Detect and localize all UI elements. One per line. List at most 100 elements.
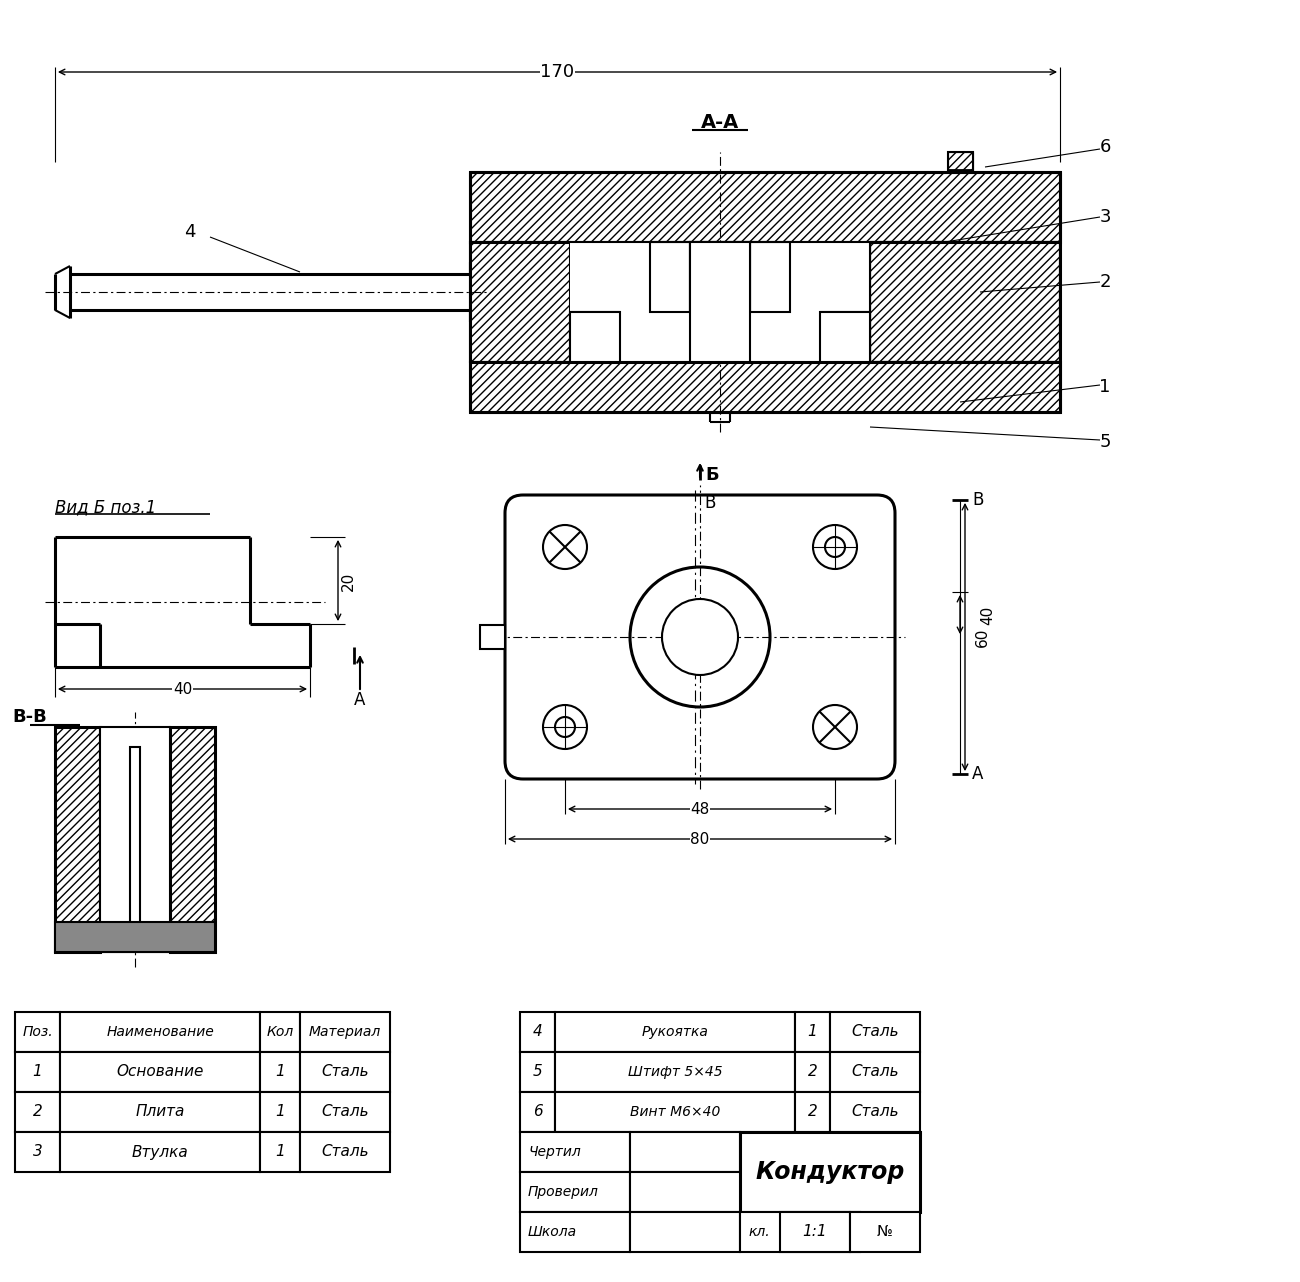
Text: 1: 1: [807, 1024, 818, 1040]
Text: А-А: А-А: [701, 113, 740, 132]
Text: Сталь: Сталь: [321, 1145, 369, 1159]
Text: 1: 1: [276, 1145, 285, 1159]
Text: Основание: Основание: [116, 1064, 204, 1079]
Text: 2: 2: [32, 1105, 43, 1119]
Bar: [870, 242, 1060, 362]
Text: Штифт 5×45: Штифт 5×45: [628, 1065, 723, 1079]
Text: 4: 4: [533, 1024, 542, 1040]
Bar: [829, 1092, 920, 1132]
Text: 40: 40: [173, 682, 192, 696]
Bar: [60, 1011, 260, 1053]
Text: 6: 6: [1100, 138, 1110, 156]
Circle shape: [812, 705, 857, 749]
Bar: [471, 362, 1060, 412]
Text: Сталь: Сталь: [852, 1064, 898, 1079]
Text: Сталь: Сталь: [852, 1024, 898, 1040]
Text: 6: 6: [533, 1105, 542, 1119]
Bar: [948, 153, 972, 172]
Bar: [796, 1053, 829, 1092]
Text: 1:1: 1:1: [802, 1224, 827, 1240]
Bar: [471, 172, 1060, 242]
Bar: [870, 242, 1060, 362]
Circle shape: [662, 599, 738, 676]
Bar: [300, 1011, 390, 1053]
Text: Плита: Плита: [135, 1105, 185, 1119]
Bar: [870, 242, 1060, 362]
Text: А: А: [972, 765, 984, 783]
Text: 1: 1: [276, 1105, 285, 1119]
Bar: [471, 172, 1060, 242]
Text: №: №: [878, 1224, 893, 1240]
Text: Чертил: Чертил: [528, 1145, 581, 1159]
Bar: [55, 727, 100, 953]
Bar: [555, 1092, 796, 1132]
Bar: [750, 242, 790, 312]
Text: 3: 3: [32, 1145, 43, 1159]
FancyBboxPatch shape: [504, 495, 894, 779]
Bar: [740, 1211, 861, 1253]
Bar: [300, 1132, 390, 1172]
Bar: [16, 1092, 60, 1132]
Bar: [55, 922, 214, 953]
Bar: [170, 727, 214, 953]
Text: Втулка: Втулка: [131, 1145, 188, 1159]
Text: 20: 20: [341, 572, 355, 591]
Text: Проверил: Проверил: [528, 1185, 599, 1199]
Bar: [829, 1011, 920, 1053]
Bar: [16, 1132, 60, 1172]
Bar: [630, 1211, 740, 1253]
Bar: [780, 1211, 850, 1253]
Circle shape: [543, 705, 588, 749]
Text: 5: 5: [1100, 433, 1110, 451]
Bar: [60, 1092, 260, 1132]
Text: 3: 3: [1100, 208, 1110, 226]
Text: Поз.: Поз.: [22, 1026, 53, 1038]
Bar: [260, 1092, 300, 1132]
Text: 2: 2: [807, 1105, 818, 1119]
Bar: [480, 626, 504, 649]
Text: 2: 2: [1100, 273, 1110, 291]
Text: Сталь: Сталь: [321, 1064, 369, 1079]
Text: 1: 1: [1100, 378, 1110, 396]
Circle shape: [543, 526, 588, 569]
Circle shape: [812, 526, 857, 569]
Text: 2: 2: [807, 1064, 818, 1079]
Bar: [740, 1132, 920, 1211]
Text: В-В: В-В: [13, 708, 47, 726]
Bar: [16, 1011, 60, 1053]
Text: Сталь: Сталь: [321, 1105, 369, 1119]
Bar: [796, 1011, 829, 1053]
Text: 80: 80: [690, 832, 710, 846]
Bar: [948, 153, 972, 172]
Text: Кондуктор: Кондуктор: [755, 1160, 905, 1185]
Text: Вид Б поз.1: Вид Б поз.1: [55, 497, 156, 515]
Text: А: А: [355, 691, 365, 709]
Bar: [569, 312, 620, 362]
Bar: [170, 727, 214, 953]
Bar: [471, 362, 1060, 412]
Bar: [555, 1011, 796, 1053]
Bar: [820, 312, 870, 362]
Text: Наименование: Наименование: [107, 1026, 214, 1038]
Text: В: В: [972, 491, 984, 509]
Text: Материал: Материал: [309, 1026, 381, 1038]
Text: Сталь: Сталь: [852, 1105, 898, 1119]
Bar: [796, 1092, 829, 1132]
Bar: [650, 242, 690, 312]
Text: Винт М6×40: Винт М6×40: [629, 1105, 720, 1119]
Text: Кол: Кол: [266, 1026, 294, 1038]
Bar: [850, 1211, 920, 1253]
Bar: [300, 1092, 390, 1132]
Bar: [520, 1172, 630, 1211]
Circle shape: [826, 537, 845, 556]
Bar: [260, 1132, 300, 1172]
Text: 40: 40: [980, 605, 996, 624]
Bar: [300, 1053, 390, 1092]
Bar: [60, 1132, 260, 1172]
Bar: [690, 242, 750, 312]
Bar: [870, 242, 1060, 362]
Text: 4: 4: [185, 223, 196, 241]
Text: В: В: [705, 494, 716, 512]
Text: 60: 60: [975, 627, 989, 646]
Bar: [520, 1092, 555, 1132]
